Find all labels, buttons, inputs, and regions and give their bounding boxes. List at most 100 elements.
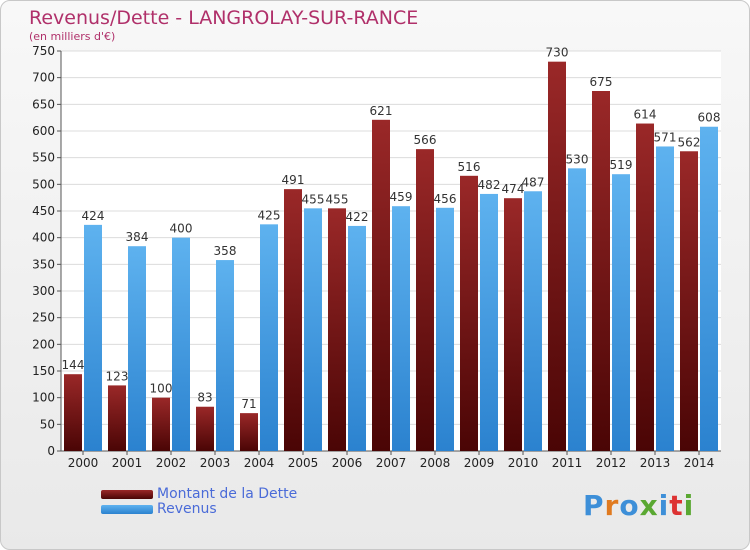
bar-revenus	[700, 126, 718, 451]
y-tick-label: 250	[32, 311, 55, 325]
data-label-revenus: 384	[126, 230, 149, 244]
bar-dette	[284, 189, 302, 451]
x-tick-label: 2011	[552, 456, 583, 470]
x-tick-label: 2004	[244, 456, 275, 470]
y-tick-label: 500	[32, 177, 55, 191]
logo-letter: x	[639, 489, 659, 522]
plot-area	[61, 51, 721, 451]
bar-dette	[372, 119, 390, 452]
data-label-dette: 123	[106, 369, 129, 383]
x-tick-label: 2002	[156, 456, 187, 470]
bar-dette	[460, 175, 478, 452]
legend-label-dette: Montant de la Dette	[157, 486, 298, 502]
bar-dette	[548, 61, 566, 452]
x-tick-label: 2009	[464, 456, 495, 470]
bar-dette	[680, 151, 698, 451]
data-label-dette: 516	[458, 160, 481, 174]
data-label-dette: 566	[414, 133, 437, 147]
bar-revenus	[84, 224, 102, 451]
legend-swatch-dette	[101, 490, 153, 499]
data-label-revenus: 571	[654, 130, 677, 144]
bar-revenus	[480, 193, 498, 451]
data-label-revenus: 487	[522, 175, 545, 189]
y-tick-label: 700	[32, 71, 55, 85]
x-tick-label: 2013	[640, 456, 671, 470]
logo-letter: r	[604, 489, 620, 522]
bar-dette	[504, 198, 522, 451]
x-tick-label: 2008	[420, 456, 451, 470]
x-tick-label: 2010	[508, 456, 539, 470]
bar-revenus	[216, 260, 234, 451]
data-label-revenus: 519	[610, 158, 633, 172]
bar-dette	[416, 149, 434, 451]
bar-revenus	[304, 208, 322, 451]
logo-letter: o	[619, 489, 640, 522]
data-label-revenus: 455	[302, 192, 325, 206]
x-tick-label: 2005	[288, 456, 319, 470]
logo-letter: i	[683, 489, 695, 522]
y-tick-label: 200	[32, 337, 55, 351]
bar-dette	[592, 91, 610, 451]
y-tick-label: 350	[32, 257, 55, 271]
x-tick-label: 2007	[376, 456, 407, 470]
data-label-revenus: 424	[82, 209, 105, 223]
bar-dette	[64, 374, 82, 451]
bar-dette	[196, 406, 214, 451]
proxiti-logo: Proxiti	[583, 489, 694, 522]
data-label-dette: 562	[678, 135, 701, 149]
x-tick-label: 2006	[332, 456, 363, 470]
data-label-revenus: 608	[698, 111, 721, 125]
bar-revenus	[392, 206, 410, 451]
chart-title: Revenus/Dette - LANGROLAY-SUR-RANCE	[29, 7, 419, 29]
bar-dette	[636, 123, 654, 452]
x-tick-label: 2000	[68, 456, 99, 470]
chart-subtitle: (en milliers d'€)	[29, 30, 116, 43]
bar-revenus	[436, 207, 454, 451]
data-label-dette: 455	[326, 192, 349, 206]
y-tick-label: 100	[32, 391, 55, 405]
bar-revenus	[524, 191, 542, 451]
data-label-dette: 614	[634, 108, 657, 122]
data-label-revenus: 400	[170, 222, 193, 236]
x-tick-label: 2003	[200, 456, 231, 470]
data-label-dette: 144	[62, 358, 85, 372]
bar-revenus	[172, 237, 190, 451]
data-label-revenus: 459	[390, 190, 413, 204]
data-label-revenus: 425	[258, 208, 281, 222]
data-label-dette: 675	[590, 75, 613, 89]
data-label-revenus: 422	[346, 210, 369, 224]
data-label-dette: 100	[150, 382, 173, 396]
y-tick-label: 0	[47, 444, 55, 458]
bar-dette	[328, 208, 346, 451]
logo-letter: t	[669, 489, 684, 522]
y-tick-label: 600	[32, 124, 55, 138]
legend-label-revenus: Revenus	[157, 501, 217, 517]
y-tick-label: 150	[32, 364, 55, 378]
bar-revenus	[128, 246, 146, 451]
bar-revenus	[656, 146, 674, 451]
y-tick-label: 750	[32, 44, 55, 58]
data-label-dette: 621	[370, 104, 393, 118]
logo-letter: i	[658, 489, 670, 522]
y-tick-label: 450	[32, 204, 55, 218]
data-label-dette: 491	[282, 173, 305, 187]
y-tick-label: 650	[32, 97, 55, 111]
legend-swatch-revenus	[101, 505, 153, 514]
data-label-dette: 730	[546, 46, 569, 60]
x-tick-label: 2012	[596, 456, 627, 470]
data-label-dette: 71	[241, 397, 256, 411]
y-tick-label: 300	[32, 284, 55, 298]
x-tick-label: 2001	[112, 456, 143, 470]
y-tick-label: 50	[40, 417, 55, 431]
x-tick-label: 2014	[684, 456, 715, 470]
data-label-dette: 83	[197, 391, 212, 405]
data-label-revenus: 530	[566, 152, 589, 166]
data-label-revenus: 482	[478, 178, 501, 192]
bar-revenus	[260, 224, 278, 451]
bar-dette	[152, 397, 170, 451]
data-label-dette: 474	[502, 182, 525, 196]
bar-revenus	[612, 174, 630, 451]
data-label-revenus: 456	[434, 192, 457, 206]
